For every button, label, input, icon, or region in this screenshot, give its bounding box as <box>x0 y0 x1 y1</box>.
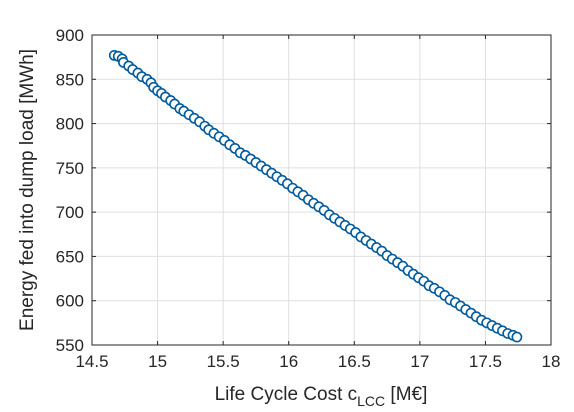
x-tick-label: 16 <box>279 352 298 371</box>
y-tick-label: 900 <box>56 26 84 45</box>
y-tick-label: 850 <box>56 70 84 89</box>
y-tick-label: 600 <box>56 292 84 311</box>
x-tick-label: 14.5 <box>75 352 108 371</box>
x-tick-label: 15.5 <box>207 352 240 371</box>
x-axis-ticks: 14.5 15 15.5 16 16.5 17 17.5 18 <box>75 35 560 371</box>
y-tick-label: 650 <box>56 247 84 266</box>
x-tick-label: 17.5 <box>469 352 502 371</box>
y-tick-label: 750 <box>56 159 84 178</box>
y-axis-label: Energy fed into dump load [MWh] <box>17 49 38 331</box>
x-tick-label: 18 <box>542 352 561 371</box>
x-axis-label-subscript: LCC <box>357 393 385 409</box>
axes-frame <box>91 34 552 346</box>
plot-background <box>92 35 551 345</box>
x-tick-label: 15 <box>148 352 167 371</box>
x-axis-label: Life Cycle Cost cLCC [M€] <box>215 384 428 409</box>
y-axis-ticks: 550 600 650 700 750 800 850 900 <box>56 26 551 355</box>
x-tick-label: 17 <box>410 352 429 371</box>
y-tick-label: 700 <box>56 203 84 222</box>
x-axis-label-unit: [M€] <box>385 384 427 405</box>
y-tick-label: 550 <box>56 336 84 355</box>
data-point <box>511 331 523 343</box>
x-tick-label: 16.5 <box>338 352 371 371</box>
data-points <box>108 49 523 343</box>
y-tick-label: 800 <box>56 115 84 134</box>
x-axis-label-main: Life Cycle Cost c <box>215 384 358 405</box>
